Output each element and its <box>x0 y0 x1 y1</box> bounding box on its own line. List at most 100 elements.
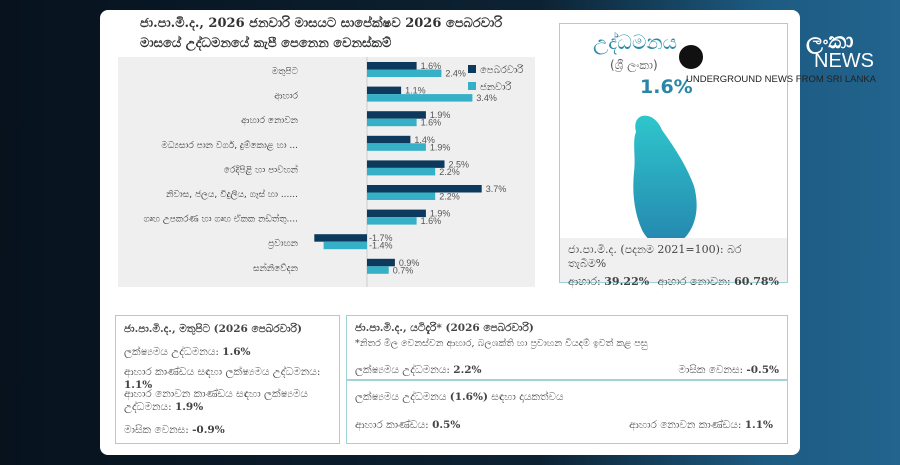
nonfood-weight: ආහාර නොවන: 60.78% <box>657 275 779 289</box>
bar-chart: මතුපිට 1.6% 2.4% ආහාර 1.1% 3.4% ආහාර නොවන 1.9% 1… <box>118 57 535 287</box>
core-mom-label: මාසික වෙනස: <box>678 364 744 376</box>
data-label: 3.4% <box>476 93 497 103</box>
bar-january <box>367 266 389 274</box>
category-label: ප්‍රවාහන <box>268 239 298 249</box>
row-label: මාසික වෙනස: <box>124 424 189 436</box>
row-value: -0.9% <box>192 424 225 436</box>
panel-title: උද්ධමනය <box>593 30 677 54</box>
core-mom: මාසික වෙනස: -0.5% <box>678 364 779 377</box>
eye-logo-icon <box>676 42 706 72</box>
data-label: 3.7% <box>486 184 507 194</box>
legend-swatch <box>468 82 476 90</box>
bar-february <box>367 160 445 168</box>
row-label: ආහාර කාණ්ඩය සඳහා ලක්ෂ්‍යමය උද්ධමනය: <box>124 366 321 378</box>
data-label: 1.9% <box>430 142 451 152</box>
data-label: 2.2% <box>439 167 460 177</box>
legend-swatch <box>468 65 476 73</box>
contribution-nonfood-value: 1.1% <box>744 419 773 431</box>
category-label: ගෘහ උපකරණ හා ගෘහ ඒකක නඩත්තු.... <box>144 214 299 225</box>
bar-january <box>367 69 442 77</box>
core-box-note: *නිතර මිල වෙනස්වන ආහාර, බලශක්ති හා ප්‍රව… <box>355 338 648 349</box>
core-yoy: ලක්ෂ්‍යමය උද්ධමනය: 2.2% <box>355 364 482 377</box>
bar-february <box>367 135 411 144</box>
legend-label: පෙබරවාරි <box>480 64 523 76</box>
core-cpi-box: ජා.පා.මි.ද., යටිදැරි* (2026 පෙබරවාරි) *න… <box>346 315 788 380</box>
bar-january <box>367 94 473 102</box>
category-label: ආහාර <box>274 92 298 102</box>
panel-value: 1.6% <box>640 76 693 98</box>
row-value: 1.1% <box>124 379 153 391</box>
bar-february <box>314 234 367 242</box>
nonfood-weight-value: 60.78% <box>734 275 779 288</box>
data-label: 1.4% <box>414 135 435 145</box>
contribution-title-a: ලක්ෂ්‍යමය උද්ධමනය <box>355 391 447 403</box>
core-yoy-value: 2.2% <box>453 364 482 376</box>
weights-title: ජා.පා.මි.ද. (පදනම 2021=100): බර තැබීම% <box>568 243 742 270</box>
nonfood-weight-label: ආහාර නොවන: <box>657 275 731 288</box>
data-label: 0.9% <box>399 258 420 268</box>
bar-january <box>367 217 417 225</box>
contribution-title-c: සඳහා දායකත්වය <box>491 391 564 403</box>
category-label: නිවාස, ජලය, විදුලිය, ගෑස් හා ...... <box>166 189 298 200</box>
headline-row: ආහාර කාණ්ඩය සඳහා ලක්ෂ්‍යමය උද්ධමනය: 1.1% <box>124 366 332 392</box>
contribution-title-b: (1.6%) <box>449 391 488 403</box>
row-label: ආහාර නොවන කාණ්ඩය සඳහා ලක්ෂ්‍යමය උද්ධමනය: <box>124 388 308 413</box>
row-value: 1.9% <box>174 401 204 413</box>
inflation-panel: උද්ධමනය (ශ්‍රී ලංකා) 1.6% ජා.පා.මි.ද. (ප… <box>559 23 788 288</box>
headline-cpi-box: ජා.පා.මි.ද., මතුපිට (2026 පෙබරවාරි) ලක්ෂ… <box>115 315 340 444</box>
contribution-food-value: 0.5% <box>432 419 461 431</box>
contribution-box: ලක්ෂ්‍යමය උද්ධමනය (1.6%) සඳහා දායකත්වය ආ… <box>346 380 788 444</box>
contribution-food-label: ආහාර කාණ්ඩය: <box>355 419 429 431</box>
panel-subtitle: (ශ්‍රී ලංකා) <box>610 58 658 72</box>
contribution-nonfood: ආහාර නොවන කාණ්ඩය: 1.1% <box>629 419 773 432</box>
food-weight: ආහාර: 39.22% <box>568 275 649 289</box>
data-label: -1.7% <box>369 233 393 243</box>
bar-chart-svg: මතුපිට1.6%2.4%ආහාර1.1%3.4%ආහාර නොවන1.9%1… <box>144 57 523 287</box>
data-label: -1.4% <box>369 241 393 251</box>
row-label: ලක්ෂ්‍යමය උද්ධමනය: <box>124 346 219 358</box>
bar-february <box>367 86 402 95</box>
headline-row: ලක්ෂ්‍යමය උද්ධමනය: 1.6% <box>124 346 332 359</box>
data-label: 1.9% <box>430 110 451 120</box>
category-label: සන්නිවේදන <box>253 263 298 274</box>
headline-box-title: ජා.පා.මි.ද., මතුපිට (2026 පෙබරවාරි) <box>124 323 302 335</box>
data-label: 2.4% <box>445 69 466 79</box>
data-label: 1.6% <box>421 61 442 71</box>
core-yoy-label: ලක්ෂ්‍යමය උද්ධමනය: <box>355 364 450 376</box>
contribution-title: ලක්ෂ්‍යමය උද්ධමනය (1.6%) සඳහා දායකත්වය <box>355 391 564 404</box>
food-weight-label: ආහාර: <box>568 275 601 288</box>
data-label: 1.9% <box>430 209 451 219</box>
core-mom-value: -0.5% <box>746 364 779 376</box>
bar-january <box>367 167 436 176</box>
category-label: මධ්‍යසාර පාන වර්ග, දුම්කොළ හා ... <box>161 140 298 151</box>
contribution-food: ආහාර කාණ්ඩය: 0.5% <box>355 419 460 432</box>
bar-january <box>367 118 417 127</box>
headline-row: ආහාර නොවන කාණ්ඩය සඳහා ලක්ෂ්‍යමය උද්ධමනය:… <box>124 388 332 414</box>
bar-january <box>367 192 436 200</box>
watermark-tagline: UNDERGROUND NEWS FROM SRI LANKA <box>686 74 877 85</box>
bar-january <box>367 143 426 151</box>
watermark-brand: ලංකා <box>806 28 854 53</box>
watermark-news: NEWS <box>814 50 874 72</box>
row-value: 1.6% <box>222 346 251 358</box>
bar-february <box>367 185 482 193</box>
data-label: 2.2% <box>439 192 460 202</box>
legend-label: ජනවාරි <box>480 81 511 93</box>
bar-february <box>367 258 395 267</box>
weights-footer: ජා.පා.මි.ද. (පදනම 2021=100): බර තැබීම% ආ… <box>560 238 787 288</box>
sri-lanka-map-icon <box>633 115 697 247</box>
chart-title: ජා.පා.මි.ද., 2026 ජනවාරි මාසයට සාපේක්ෂව … <box>140 16 503 51</box>
category-label: ආහාර නොවන <box>241 116 298 126</box>
category-label: රෙදිපිළි හා පාවහන් <box>224 164 298 175</box>
data-label: 2.5% <box>449 159 470 169</box>
bar-february <box>367 62 417 70</box>
food-weight-value: 39.22% <box>604 275 650 288</box>
bar-february <box>367 111 426 119</box>
contribution-nonfood-label: ආහාර නොවන කාණ්ඩය: <box>629 419 742 431</box>
data-label: 1.1% <box>405 86 426 96</box>
data-label: 1.6% <box>421 118 442 128</box>
bar-january <box>323 241 367 250</box>
data-label: 1.6% <box>421 216 442 226</box>
headline-row: මාසික වෙනස: -0.9% <box>124 424 332 437</box>
bar-february <box>367 209 426 218</box>
